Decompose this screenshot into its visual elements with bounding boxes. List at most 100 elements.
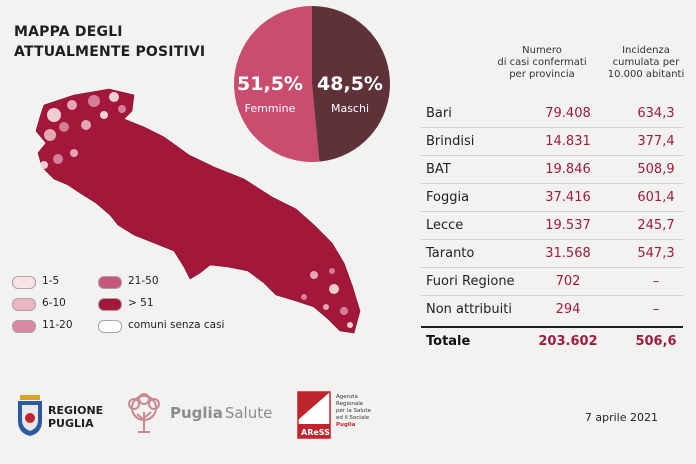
province-name: Lecce [426,218,464,233]
legend-label: comuni senza casi [128,319,225,331]
page-title: MAPPA DEGLI ATTUALMENTE POSITIVI [14,22,224,62]
province-cases: 19.846 [545,162,591,177]
map-legend: 1-5 6-10 11-20 21-50 > 51 comuni senza c… [12,270,272,340]
table-row: Non attribuiti 294 – [421,296,683,323]
municipality-patch [88,95,100,107]
total-label: Totale [426,334,471,349]
province-incidence: 377,4 [637,134,675,149]
puglia-region-shape [35,88,361,334]
municipality-patch [70,149,78,157]
municipality-patch [81,120,91,130]
province-incidence: – [652,302,660,317]
table-row: Taranto 31.568 547,3 [421,240,683,268]
table-total-row: Totale 203.602 506,6 [421,326,683,355]
table-row: Bari 79.408 634,3 [421,100,683,128]
municipality-patch [301,294,307,300]
aress-mark-text: AReSS [301,428,330,437]
legend-swatch [12,320,36,333]
puglia-map [35,88,361,334]
province-incidence: 601,4 [637,190,675,205]
province-cases: 19.537 [545,218,591,233]
pie-male-label: Maschi [331,102,369,115]
legend-swatch [98,320,122,333]
municipality-patch [40,161,48,169]
municipality-patch [59,122,69,132]
tree-icon [128,393,160,433]
puglia-salute-part-1: Puglia [170,404,223,422]
province-name: BAT [426,162,451,177]
header-cases: Numero di casi confermati per provincia [497,45,587,80]
province-name: Fuori Regione [426,274,515,289]
aress-line-5: Puglia [336,422,356,428]
municipality-patch [100,111,108,119]
province-table: Bari 79.408 634,3 Brindisi 14.831 377,4 … [421,100,683,355]
pie-female-pct: 51,5% [237,73,303,95]
municipality-patch [340,307,348,315]
legend-swatch [12,276,36,289]
table-row: Lecce 19.537 245,7 [421,212,683,240]
province-name: Taranto [426,246,475,261]
province-incidence: 634,3 [637,106,675,121]
municipality-patch [329,284,339,294]
total-incidence: 506,6 [635,334,677,349]
legend-label: 1-5 [42,275,60,287]
aress-line-3: per la Salute [336,408,372,414]
table-row: BAT 19.846 508,9 [421,156,683,184]
aress-line-1: Agenzia [336,394,358,400]
province-incidence: – [652,274,660,289]
province-name: Bari [426,106,452,121]
province-cases: 37.416 [545,190,591,205]
province-incidence: 508,9 [637,162,675,177]
pie-male-pct: 48,5% [317,73,383,95]
legend-label: > 51 [128,297,154,309]
legend-swatch [12,298,36,311]
header-incidence: Incidenza cumulata per 10.000 abitanti [607,45,685,80]
aress-logo: AReSS Agenzia Regionale per la Salute ed… [297,391,372,439]
municipality-patch [53,154,63,164]
province-name: Non attribuiti [426,302,512,317]
province-name: Foggia [426,190,470,205]
table-row: Brindisi 14.831 377,4 [421,128,683,156]
legend-label: 6-10 [42,297,66,309]
province-cases: 294 [555,302,581,317]
table-row: Foggia 37.416 601,4 [421,184,683,212]
municipality-patch [310,271,318,279]
municipality-patch [47,108,61,122]
legend-swatch [98,276,122,289]
municipality-patch [67,100,77,110]
legend-label: 21-50 [128,275,159,287]
pie-slice-female [233,6,320,162]
regione-puglia-line-1: REGIONE [48,404,103,417]
province-cases: 702 [555,274,581,289]
title-line-1: MAPPA DEGLI [14,24,123,40]
municipality-patch [44,129,56,141]
province-cases: 14.831 [545,134,591,149]
gender-pie-chart: 51,5% Femmine 48,5% Maschi [233,6,390,162]
table-row: Fuori Regione 702 – [421,268,683,296]
province-cases: 79.408 [545,106,591,121]
report-date: 7 aprile 2021 [584,411,658,424]
regione-puglia-line-2: PUGLIA [48,417,94,430]
legend-swatch [98,298,122,311]
province-cases: 31.568 [545,246,591,261]
municipality-patch [118,105,126,113]
aress-mark-icon [297,391,331,439]
pie-slice-male [312,6,390,162]
total-cases: 203.602 [538,334,598,349]
title-line-2: ATTUALMENTE POSITIVI [14,44,206,60]
province-incidence: 245,7 [637,218,675,233]
aress-line-2: Regionale [336,401,364,407]
province-name: Brindisi [426,134,475,149]
pie-female-label: Femmine [245,102,296,115]
municipality-patch [323,304,329,310]
puglia-salute-part-2: Salute [225,404,273,422]
regione-puglia-logo: REGIONE PUGLIA [18,395,103,436]
municipality-patch [347,322,353,328]
municipality-patch [109,92,119,102]
puglia-salute-logo: Puglia Salute [128,393,272,433]
aress-line-4: ed il Sociale [336,415,370,421]
legend-label: 11-20 [42,319,73,331]
puglia-salute-text: Puglia Salute [170,404,272,422]
regione-puglia-crest-icon [18,395,42,436]
province-incidence: 547,3 [637,246,675,261]
